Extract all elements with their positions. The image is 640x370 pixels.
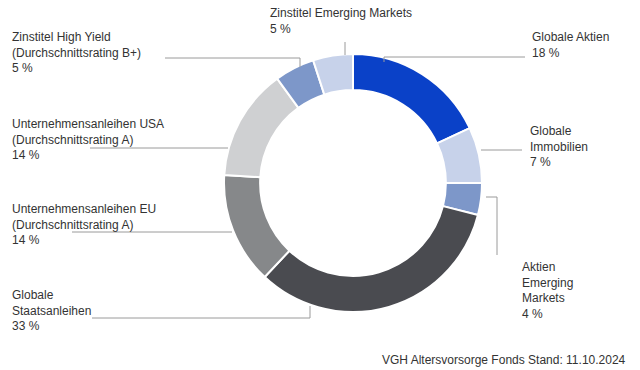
svg-text:Unternehmensanleihen USA(Durch: Unternehmensanleihen USA(Durchschnittsra… (12, 117, 164, 162)
svg-text:Zinstitel High Yield(Durchschn: Zinstitel High Yield(Durchschnittsrating… (12, 30, 141, 75)
svg-text:Unternehmensanleihen EU(Durchs: Unternehmensanleihen EU(Durchschnittsrat… (12, 202, 156, 247)
svg-text:VGH Altersvorsorge Fonds Stand: VGH Altersvorsorge Fonds Stand: 11.10.20… (382, 353, 626, 367)
svg-text:AktienEmergingMarkets4 %: AktienEmergingMarkets4 % (522, 260, 573, 321)
svg-text:Zinstitel Emerging Markets5 %: Zinstitel Emerging Markets5 % (270, 6, 412, 36)
svg-text:GlobaleStaatsanleihen33 %: GlobaleStaatsanleihen33 % (12, 288, 91, 333)
svg-text:GlobaleImmobilien7 %: GlobaleImmobilien7 % (530, 124, 588, 169)
svg-text:Globale Aktien18 %: Globale Aktien18 % (532, 30, 609, 60)
